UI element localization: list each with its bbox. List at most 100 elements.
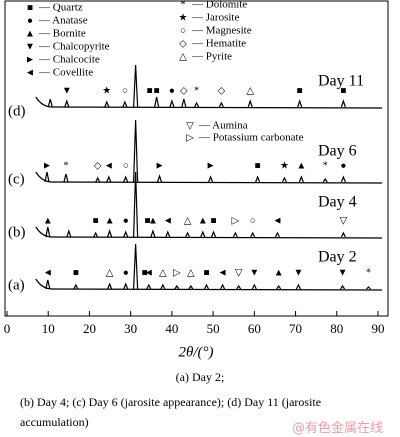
pattern-label: (c) (8, 171, 25, 187)
phase-marker: △ (106, 267, 114, 278)
peak (150, 229, 156, 238)
phase-marker: ◄ (163, 215, 173, 226)
phase-marker: ■ (255, 160, 261, 171)
peak (232, 231, 238, 238)
peak (123, 282, 129, 290)
phase-marker: ▼ (293, 267, 303, 278)
peak (255, 175, 261, 183)
phase-marker: ▷ (173, 267, 181, 278)
day-label: Day 6 (318, 143, 357, 160)
phase-marker: ★ (102, 85, 111, 96)
peak (154, 96, 160, 108)
phase-marker: ▼ (338, 267, 348, 278)
phase-marker: ▲ (296, 160, 306, 171)
phase-marker: ◄ (272, 215, 282, 226)
peak (210, 230, 217, 238)
peak (133, 171, 139, 238)
legend-symbol: ● (27, 15, 33, 26)
legend-label: — Hematite (191, 38, 246, 50)
peak (366, 286, 371, 290)
peak (160, 283, 166, 290)
peak (236, 284, 242, 290)
legend-label: — Pyrite (191, 51, 232, 63)
peak (73, 283, 79, 290)
peak (104, 100, 110, 108)
legend-symbol: ★ (179, 12, 188, 23)
legend-label: — Chalcocite (38, 54, 100, 66)
peak (45, 279, 51, 290)
legend-label: — Chalcopyrite (38, 41, 110, 53)
x-tick-label: 80 (330, 321, 343, 336)
peak (123, 175, 129, 183)
day-label: Day 4 (318, 194, 357, 211)
phase-marker: ○ (122, 85, 128, 96)
legend-label: — Dolomite (191, 0, 247, 11)
x-tick-label: 60 (248, 321, 261, 336)
peak (220, 283, 226, 290)
phase-marker: △ (246, 85, 254, 96)
peak (185, 231, 191, 238)
peak (133, 64, 139, 108)
phase-marker: ► (155, 160, 165, 171)
peak (181, 98, 187, 108)
phase-marker: ▼ (249, 267, 259, 278)
legend-label: — Jarosite (191, 12, 239, 24)
peak (322, 177, 328, 183)
peak (340, 284, 346, 290)
phase-marker: ◄ (43, 267, 53, 278)
peak (208, 175, 214, 183)
phase-marker: ★ (280, 160, 289, 171)
baseline (35, 96, 383, 109)
legend-symbol: ◇ (179, 38, 187, 49)
peak (107, 229, 113, 238)
peak (106, 175, 112, 183)
legend-symbol: ▷ (186, 132, 194, 143)
peak (247, 99, 253, 108)
peak (123, 230, 129, 238)
peak (174, 284, 180, 290)
phase-marker: ▽ (340, 215, 348, 226)
legend-label: — Quartz (38, 2, 83, 14)
peak (95, 176, 101, 183)
phase-marker: ◄ (218, 267, 228, 278)
peak (188, 284, 194, 290)
phase-marker: ○ (250, 215, 256, 226)
phase-marker: ▷ (232, 215, 240, 226)
peak (165, 230, 171, 238)
legend-symbol: ► (25, 54, 35, 65)
legend-symbol: ▲ (25, 28, 35, 39)
peak (133, 243, 139, 290)
phase-marker: ▲ (105, 215, 115, 226)
legend-symbol: * (181, 0, 186, 10)
phase-marker: ■ (93, 215, 99, 226)
x-tick-label: 0 (4, 321, 11, 336)
x-tick-label: 90 (372, 321, 385, 336)
peak (63, 173, 69, 183)
legend-label: — Anatase (38, 15, 88, 27)
x-tick-label: 50 (207, 321, 220, 336)
phase-marker: ▲ (148, 215, 158, 226)
phase-marker: ▲ (43, 215, 53, 226)
peak (218, 101, 224, 108)
chart: 2θ/(°) 0 10 20 30 40 50 60 70 80 90 ■ — Quartz ● — An… (4, 0, 389, 360)
caption: (a) Day 2; (175, 370, 225, 384)
peak (156, 174, 163, 183)
phase-marker: ● (123, 215, 129, 226)
phase-marker: ◇ (94, 160, 102, 171)
phase-marker: * (63, 160, 68, 171)
x-tick-label: 40 (165, 321, 178, 336)
phase-marker: ● (123, 267, 129, 278)
peak (47, 98, 53, 108)
phase-marker: * (323, 160, 328, 171)
peak (146, 283, 152, 290)
watermark: @有色金属在线 (292, 421, 384, 436)
phase-marker: ■ (154, 85, 160, 96)
baseline (35, 278, 383, 291)
phase-marker: ● (340, 160, 346, 171)
phase-marker: ■ (210, 215, 216, 226)
x-tick-label: 20 (83, 321, 96, 336)
phase-marker: ■ (142, 267, 148, 278)
peak (169, 99, 175, 108)
legend-label: — Bornite (38, 28, 86, 40)
